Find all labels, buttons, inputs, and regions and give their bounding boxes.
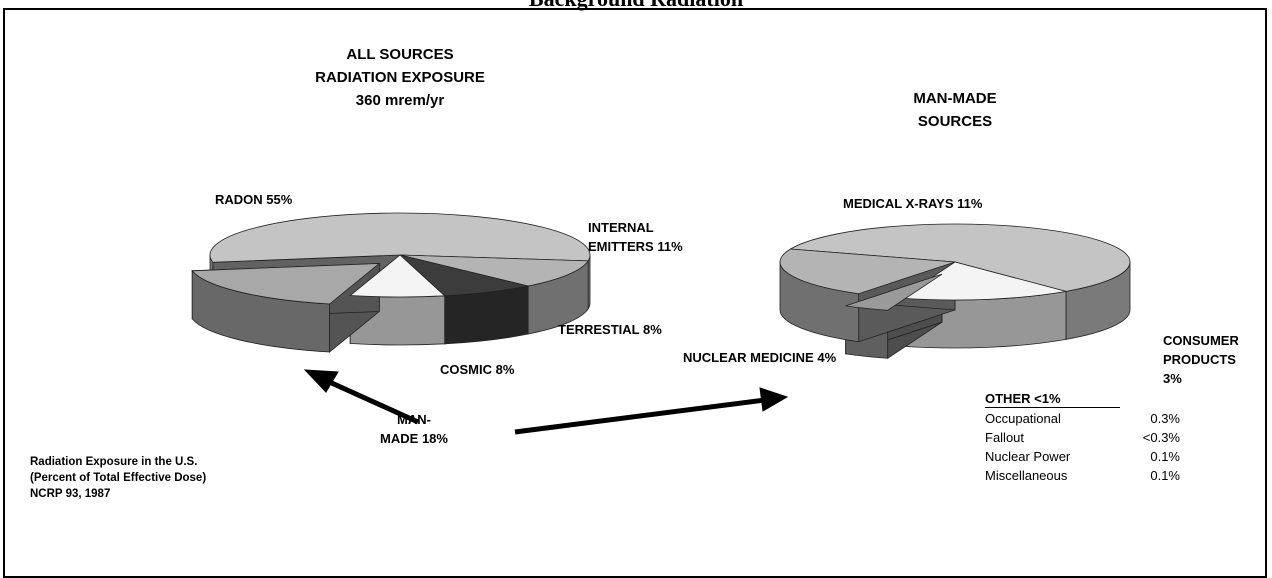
slice-label: TERRESTIAL 8% bbox=[558, 320, 758, 339]
title-line: ALL SOURCES bbox=[346, 46, 454, 63]
other-name: Fallout bbox=[985, 430, 1025, 445]
note-line: (Percent of Total Effective Dose) bbox=[30, 472, 207, 484]
slice-label: RADON 55% bbox=[215, 190, 415, 209]
other-value: 0.1% bbox=[1150, 468, 1180, 483]
arrow-right bbox=[514, 397, 766, 435]
other-name: Occupational bbox=[985, 411, 1061, 426]
title-line: MAN-MADE bbox=[913, 90, 997, 107]
title-line: 360 mrem/yr bbox=[355, 92, 445, 109]
arrows bbox=[303, 369, 789, 435]
title-line: RADIATION EXPOSURE bbox=[315, 69, 485, 86]
other-value: 0.3% bbox=[1150, 411, 1180, 426]
other-row: Miscellaneous 0.1% bbox=[985, 466, 1180, 485]
page-title: Background Radiation bbox=[0, 0, 1272, 12]
slice-value-label: 8% bbox=[643, 322, 662, 337]
pie-slice bbox=[349, 254, 446, 298]
arrow-head bbox=[759, 387, 789, 412]
note-line: NCRP 93, 1987 bbox=[30, 488, 111, 500]
slice-category: TERRESTIAL bbox=[558, 322, 640, 337]
other-name: Nuclear Power bbox=[985, 449, 1071, 464]
slice-value-label: 8% bbox=[495, 362, 515, 377]
other-value-label: <1% bbox=[1034, 391, 1061, 406]
other-name: Miscellaneous bbox=[985, 468, 1068, 483]
slice-category: COSMIC bbox=[440, 362, 492, 377]
title-line: SOURCES bbox=[917, 113, 993, 130]
slice-category: MEDICAL X-RAYS bbox=[843, 196, 954, 211]
arrow-left bbox=[323, 377, 420, 425]
slice-label: NUCLEAR MEDICINE 4% bbox=[683, 348, 923, 367]
other-value: <0.3% bbox=[1142, 430, 1180, 445]
slice-label: MAN-MADE 18% bbox=[380, 410, 448, 448]
pie-slice bbox=[789, 223, 1131, 292]
pie-slice bbox=[191, 263, 381, 305]
slice-label: CONSUMER PRODUCTS 3% bbox=[1163, 331, 1253, 388]
pie-slice bbox=[779, 248, 956, 295]
arrow-head bbox=[303, 369, 339, 393]
slice-label: INTERNAL EMITTERS 11% bbox=[588, 218, 696, 256]
note: Radiation Exposure in the U.S. (Percent … bbox=[30, 454, 206, 502]
note-line: Radiation Exposure in the U.S. bbox=[30, 456, 198, 468]
slice-label: COSMIC 8% bbox=[440, 360, 640, 379]
slice-category: CONSUMER PRODUCTS bbox=[1163, 333, 1239, 367]
slice-value-label: 3% bbox=[1163, 371, 1182, 386]
slice-label: MEDICAL X-RAYS 11% bbox=[843, 194, 1063, 213]
pie-slice bbox=[209, 212, 591, 263]
other-value: 0.1% bbox=[1150, 449, 1180, 464]
other-row: Nuclear Power 0.1% bbox=[985, 447, 1180, 466]
slice-value-label: 55% bbox=[266, 192, 293, 207]
chart-title: MAN-MADE SOURCES bbox=[805, 87, 1105, 133]
other-row: Fallout <0.3% bbox=[985, 428, 1180, 447]
slice-value-label: 18% bbox=[421, 431, 448, 446]
slice-value-label: 4% bbox=[817, 350, 837, 365]
slice-category: INTERNAL EMITTERS bbox=[588, 220, 654, 254]
pie-tops bbox=[191, 212, 591, 305]
pie-tops bbox=[779, 223, 1131, 311]
pie-slice bbox=[845, 273, 943, 311]
slice-category: MAN-MADE bbox=[380, 412, 431, 446]
slice-value-label: 11% bbox=[657, 239, 683, 254]
pie-slice bbox=[899, 261, 1067, 301]
slice-category: RADON bbox=[215, 192, 263, 207]
pie-slice bbox=[399, 254, 529, 297]
chart-title: ALL SOURCES RADIATION EXPOSURE 360 mrem/yr bbox=[250, 43, 550, 112]
slice-category: NUCLEAR MEDICINE bbox=[683, 350, 814, 365]
slice-value-label: 11% bbox=[957, 196, 983, 211]
other-header: OTHER <1% bbox=[985, 391, 1120, 408]
other-table: OTHER <1% Occupational 0.3% Fallout <0.3% Nuc… bbox=[985, 391, 1180, 485]
other-row: Occupational 0.3% bbox=[985, 409, 1180, 428]
other-category: OTHER bbox=[985, 391, 1031, 406]
pie-slice bbox=[399, 254, 589, 287]
